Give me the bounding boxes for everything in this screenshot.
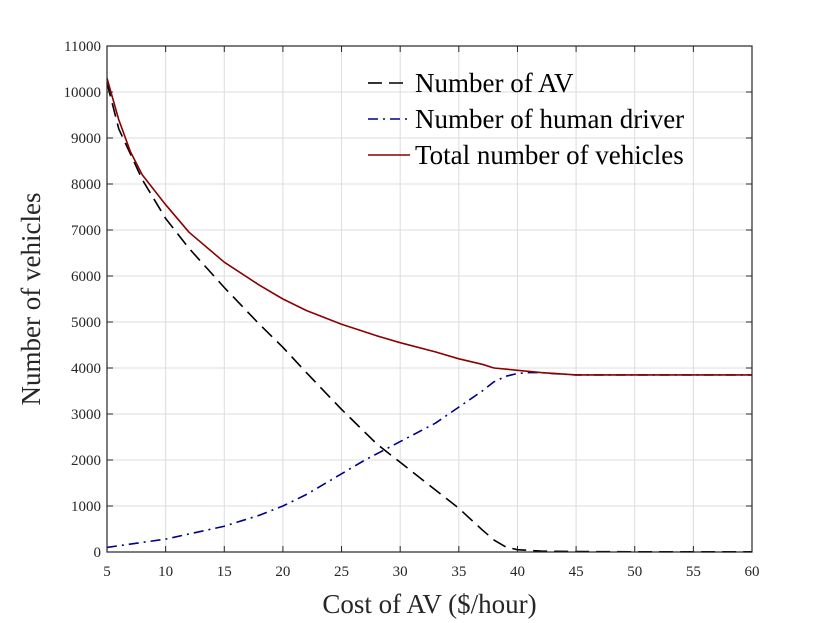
legend: Number of AV Number of human driver Total …	[368, 68, 684, 170]
series-line-number-of-human-driver	[106, 371, 752, 549]
x-tick-label: 45	[569, 564, 584, 580]
x-tick-label: 60	[745, 564, 760, 580]
series-line-total-number-of-vehicles	[106, 77, 752, 376]
y-tick-label: 10000	[64, 85, 102, 101]
tick-marks	[106, 45, 753, 553]
x-tick-label: 30	[393, 564, 408, 580]
y-tick-label: 0	[94, 545, 102, 561]
y-tick-labels: 0 1000 2000 3000 4000 5000 6000 7000 8000 9000 100…	[64, 39, 102, 561]
x-tick-label: 35	[451, 564, 466, 580]
y-tick-label: 6000	[71, 269, 101, 285]
y-tick-label: 4000	[71, 361, 101, 377]
y-tick-label: 9000	[71, 131, 101, 147]
x-tick-label: 15	[217, 564, 232, 580]
x-tick-label: 10	[158, 564, 173, 580]
series-line-number-of-av	[106, 82, 752, 553]
y-tick-label: 2000	[71, 453, 101, 469]
legend-label-number-of-av: Number of AV	[415, 68, 574, 98]
y-tick-label: 8000	[71, 177, 101, 193]
y-tick-label: 1000	[71, 499, 101, 515]
y-tick-label: 7000	[71, 223, 101, 239]
x-tick-label: 25	[334, 564, 349, 580]
y-tick-label: 5000	[71, 315, 101, 331]
plot-frame	[106, 45, 753, 553]
x-axis-title: Cost of AV ($/hour)	[322, 589, 536, 619]
x-tick-labels: 5 10 15 20 25 30 35 40 45 50 55 60	[103, 564, 759, 580]
x-tick-label: 55	[686, 564, 701, 580]
x-tick-label: 50	[627, 564, 642, 580]
y-tick-label: 3000	[71, 407, 101, 423]
y-axis-title: Number of vehicles	[16, 193, 46, 406]
x-tick-label: 20	[275, 564, 290, 580]
y-tick-label: 11000	[64, 39, 101, 55]
series-layer	[106, 77, 752, 553]
legend-label-total-number-of-vehicles: Total number of vehicles	[415, 140, 684, 170]
legend-label-number-of-human-driver: Number of human driver	[415, 104, 684, 134]
x-tick-label: 5	[103, 564, 111, 580]
x-tick-label: 40	[510, 564, 525, 580]
